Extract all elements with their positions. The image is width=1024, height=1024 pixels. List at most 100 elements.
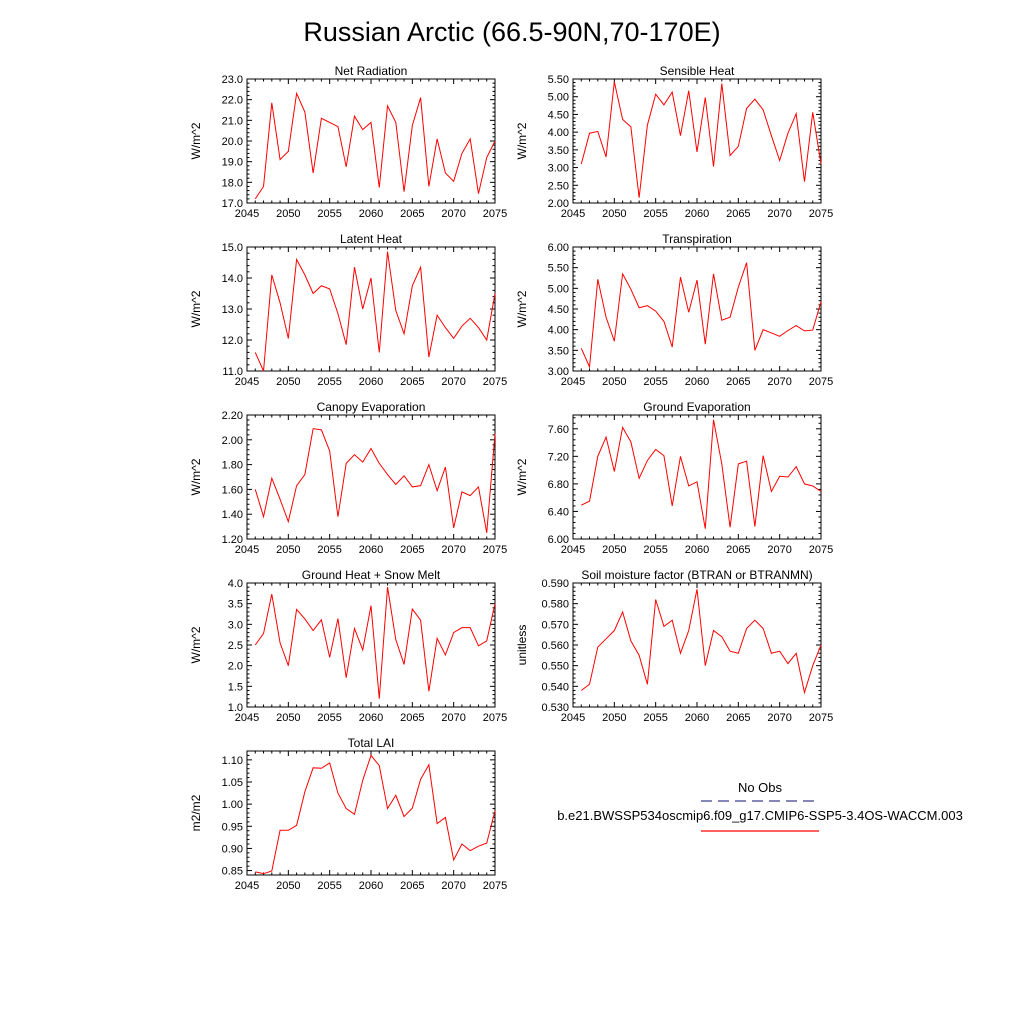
x-tick-label: 2065 [400, 712, 424, 724]
y-tick-label: 14.0 [222, 273, 243, 285]
plot-frame [246, 750, 496, 876]
series-line [254, 587, 496, 699]
legend-obs-label: No Obs [738, 780, 783, 795]
series-line [254, 91, 496, 200]
x-tick-label: 2055 [317, 208, 341, 220]
y-tick-label: 5.00 [548, 283, 569, 295]
x-tick-label: 2070 [767, 712, 791, 724]
y-tick-label: 13.0 [222, 304, 243, 316]
y-tick-label: 22.0 [222, 95, 243, 107]
x-tick-label: 2065 [726, 712, 750, 724]
x-tick-label: 2050 [602, 208, 626, 220]
y-tick-label: 0.590 [541, 578, 569, 590]
y-tick-label: 6.00 [548, 242, 569, 254]
plot-frame [246, 582, 496, 708]
series-line [254, 251, 496, 372]
y-tick-label: 3.5 [228, 599, 243, 611]
panel-title: Transpiration [662, 232, 732, 246]
plot-frame [572, 246, 822, 372]
x-tick-label: 2045 [561, 376, 585, 388]
x-tick-label: 2075 [483, 376, 507, 388]
series-line [580, 589, 822, 695]
panel-title: Net Radiation [335, 64, 408, 78]
legend-model-label: b.e21.BWSSP534oscmip6.f09_g17.CMIP6-SSP5… [557, 808, 963, 823]
y-tick-label: 1.5 [228, 681, 243, 693]
x-tick-label: 2055 [317, 712, 341, 724]
y-tick-label: 2.5 [228, 640, 243, 652]
x-tick-label: 2050 [276, 208, 300, 220]
legend: No Obs b.e21.BWSSP534oscmip6.f09_g17.CMI… [557, 780, 963, 832]
y-tick-label: 3.00 [548, 366, 569, 378]
x-tick-label: 2065 [400, 880, 424, 892]
y-tick-label: 4.00 [548, 325, 569, 337]
y-tick-label: 1.40 [222, 509, 243, 521]
y-tick-label: 6.80 [548, 479, 569, 491]
plot-frame [572, 582, 822, 708]
x-tick-label: 2050 [602, 544, 626, 556]
y-tick-label: 5.50 [548, 263, 569, 275]
x-tick-label: 2070 [441, 712, 465, 724]
panel-7: Ground Heat + Snow Melt W/m^2 2045 2050 2055… [189, 568, 507, 724]
panel-title: Canopy Evaporation [317, 400, 426, 414]
panel-grid: Net Radiation W/m^2 2045 2050 2055 2060 2065 20… [189, 64, 833, 892]
panel-3: Latent Heat W/m^2 2045 2050 2055 2060 2065 2070… [189, 232, 507, 388]
panel-title: Ground Heat + Snow Melt [302, 568, 441, 582]
series-line [254, 428, 496, 533]
x-tick-label: 2075 [809, 376, 833, 388]
y-axis-label: W/m^2 [189, 122, 203, 159]
y-tick-label: 0.95 [222, 821, 243, 833]
panel-8: Soil moisture factor (BTRAN or BTRANMN) u… [515, 568, 833, 724]
y-tick-label: 0.85 [222, 866, 243, 878]
x-tick-label: 2070 [441, 544, 465, 556]
panel-5: Canopy Evaporation W/m^2 2045 2050 2055 2060 2… [189, 400, 507, 556]
x-tick-label: 2045 [235, 208, 259, 220]
x-tick-label: 2060 [359, 376, 383, 388]
y-tick-label: 11.0 [222, 366, 243, 378]
panel-1: Net Radiation W/m^2 2045 2050 2055 2060 2065 20… [189, 64, 507, 220]
series-line [580, 262, 822, 369]
x-tick-label: 2050 [276, 880, 300, 892]
y-tick-label: 7.20 [548, 451, 569, 463]
y-tick-label: 0.90 [222, 843, 243, 855]
y-tick-label: 1.0 [228, 702, 243, 714]
x-tick-label: 2065 [726, 544, 750, 556]
plot-frame [246, 246, 496, 372]
x-tick-label: 2045 [235, 544, 259, 556]
y-tick-label: 1.80 [222, 460, 243, 472]
x-tick-label: 2060 [685, 712, 709, 724]
y-tick-label: 2.00 [222, 435, 243, 447]
y-tick-label: 19.0 [222, 157, 243, 169]
x-tick-label: 2070 [767, 376, 791, 388]
x-tick-label: 2075 [809, 544, 833, 556]
y-tick-label: 4.00 [548, 127, 569, 139]
panel-title: Latent Heat [340, 232, 403, 246]
x-tick-label: 2070 [767, 208, 791, 220]
x-tick-label: 2050 [276, 712, 300, 724]
x-tick-label: 2045 [235, 880, 259, 892]
x-tick-label: 2060 [685, 376, 709, 388]
y-tick-label: 1.20 [222, 534, 243, 546]
y-axis-label: W/m^2 [189, 290, 203, 327]
series-line [581, 419, 822, 529]
y-tick-label: 2.20 [222, 410, 243, 422]
x-tick-label: 2060 [685, 208, 709, 220]
x-tick-label: 2075 [483, 712, 507, 724]
panel-2: Sensible Heat W/m^2 2045 2050 2055 2060 2065 20… [515, 64, 833, 220]
x-tick-label: 2045 [235, 376, 259, 388]
x-tick-label: 2065 [726, 208, 750, 220]
series-line [580, 81, 822, 198]
y-tick-label: 0.560 [541, 640, 569, 652]
x-tick-label: 2065 [400, 376, 424, 388]
y-axis-label: W/m^2 [515, 458, 529, 495]
x-tick-label: 2055 [643, 712, 667, 724]
y-tick-label: 7.60 [548, 424, 569, 436]
y-axis-label: W/m^2 [515, 122, 529, 159]
y-axis-label: m2/m2 [189, 794, 203, 831]
x-tick-label: 2055 [643, 544, 667, 556]
panel-6: Ground Evaporation W/m^2 2045 2050 2055 2060 2… [515, 400, 833, 556]
y-tick-label: 17.0 [222, 198, 243, 210]
x-tick-label: 2070 [441, 880, 465, 892]
y-tick-label: 18.0 [222, 177, 243, 189]
x-tick-label: 2075 [809, 208, 833, 220]
